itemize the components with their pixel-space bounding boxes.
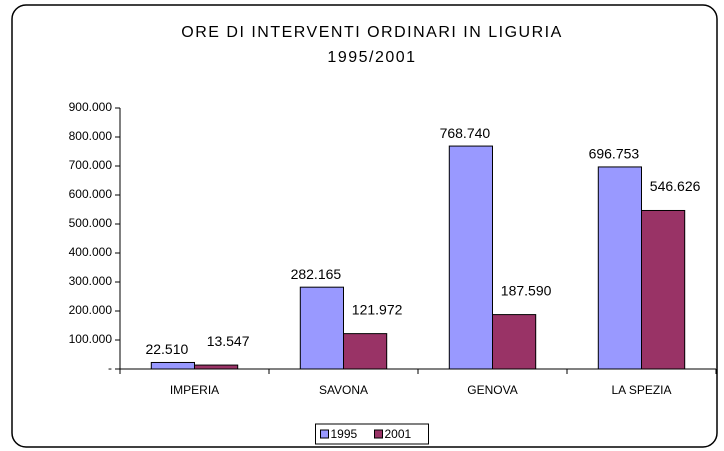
y-tick-label: 300.000: [69, 274, 113, 288]
bar: [448, 145, 494, 370]
legend-swatch: [320, 429, 329, 439]
value-label: 121.972: [352, 301, 403, 317]
x-tick-label: GENOVA: [467, 383, 517, 397]
y-tick-label: 700.000: [69, 158, 113, 172]
bar: [150, 361, 195, 370]
bar: [597, 166, 642, 370]
x-tick-label: SAVONA: [319, 383, 368, 397]
y-tick-label: 400.000: [69, 245, 113, 259]
x-tick-label: LA SPEZIA: [611, 383, 671, 397]
value-label: 546.626: [650, 178, 701, 194]
y-tick-label: 600.000: [69, 187, 113, 201]
chart-subtitle: 1995/2001: [327, 49, 416, 66]
x-tick-label: IMPERIA: [170, 383, 219, 397]
chart-title: ORE DI INTERVENTI ORDINARI IN LIGURIA: [181, 24, 562, 41]
legend-label: 1995: [331, 427, 358, 441]
y-tick-label: 800.000: [69, 129, 113, 143]
value-label: 768.740: [440, 125, 491, 141]
y-tick-label: 200.000: [69, 303, 113, 317]
y-tick-label: 100.000: [69, 332, 113, 346]
value-label: 187.590: [501, 282, 552, 298]
legend-swatch: [374, 429, 383, 439]
y-tick-label: 900.000: [69, 100, 113, 114]
legend-label: 2001: [385, 427, 412, 441]
legend-box: [315, 423, 429, 445]
bar: [194, 364, 239, 370]
value-label: 22.510: [145, 341, 188, 357]
chart-border: [11, 4, 718, 448]
y-tick-label: -: [108, 361, 112, 375]
y-tick-label: 500.000: [69, 216, 113, 230]
bar: [343, 333, 388, 370]
value-label: 282.165: [291, 266, 342, 282]
bar: [492, 314, 537, 370]
value-label: 696.753: [589, 146, 640, 162]
value-label: 13.547: [207, 333, 250, 349]
bar: [641, 209, 686, 370]
bar: [299, 286, 345, 370]
